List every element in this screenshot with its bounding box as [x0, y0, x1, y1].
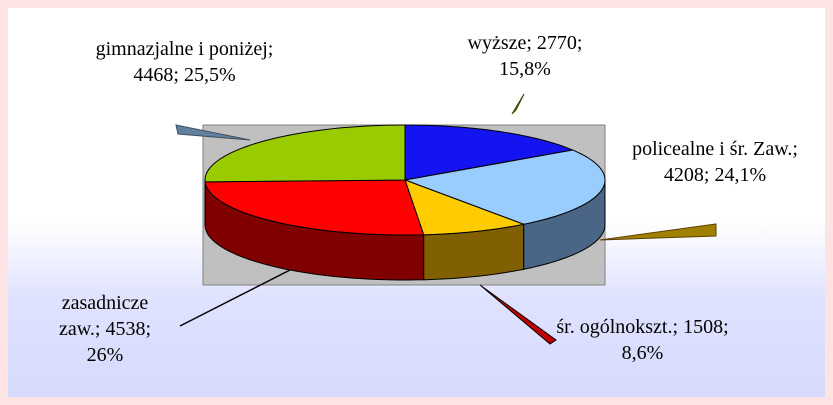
- category-name: policealne i śr. Zaw.: [632, 138, 793, 160]
- leader-line: [599, 223, 717, 241]
- separator: ;: [672, 316, 684, 338]
- separator: ;: [576, 32, 583, 54]
- pie-tops: [204, 124, 606, 236]
- category-name: gimnazjalne i poniżej: [95, 38, 268, 60]
- separator: ;: [145, 318, 152, 340]
- slice: [204, 124, 406, 183]
- percentage-label: 25,5%: [183, 64, 236, 86]
- separator: ;: [703, 164, 715, 186]
- separator: ;: [723, 316, 729, 338]
- slice: [204, 179, 425, 236]
- slice: [403, 149, 606, 225]
- separator: ;: [792, 138, 798, 160]
- value-label: 2770: [536, 32, 577, 54]
- percentage-label: 26%: [86, 344, 124, 366]
- data-label: gimnazjalne i poniżej; 4468; 25,5%: [92, 36, 277, 88]
- value-label: 4468: [133, 64, 174, 86]
- separator: ;: [173, 64, 184, 86]
- category-name: śr. ogólnokszt.: [556, 316, 673, 338]
- leader-line: [179, 269, 291, 327]
- value-label: 1508: [683, 316, 724, 338]
- leader-line: [511, 93, 525, 115]
- slice: [404, 179, 526, 236]
- data-label: wyższe; 2770; 15,8%: [440, 30, 610, 82]
- leader-line: [479, 284, 557, 345]
- category-name: zasadnicze zaw.: [58, 292, 149, 340]
- data-label: śr. ogólnokszt.; 1508; 8,6%: [555, 314, 730, 366]
- percentage-label: 8,6%: [621, 342, 664, 364]
- category-name: wyższe: [467, 32, 527, 54]
- separator: ;: [267, 38, 274, 60]
- leader-line: [175, 124, 251, 141]
- percentage-label: 24,1%: [714, 164, 767, 186]
- separator: ;: [526, 32, 537, 54]
- percentage-label: 15,8%: [499, 58, 551, 80]
- slice: [404, 124, 575, 181]
- value-label: 4208: [663, 164, 704, 186]
- data-label: policealne i śr. Zaw.; 4208; 24,1%: [630, 136, 800, 188]
- data-label: zasadnicze zaw.; 4538; 26%: [40, 290, 170, 368]
- separator: ;: [94, 318, 106, 340]
- value-label: 4538: [105, 318, 146, 340]
